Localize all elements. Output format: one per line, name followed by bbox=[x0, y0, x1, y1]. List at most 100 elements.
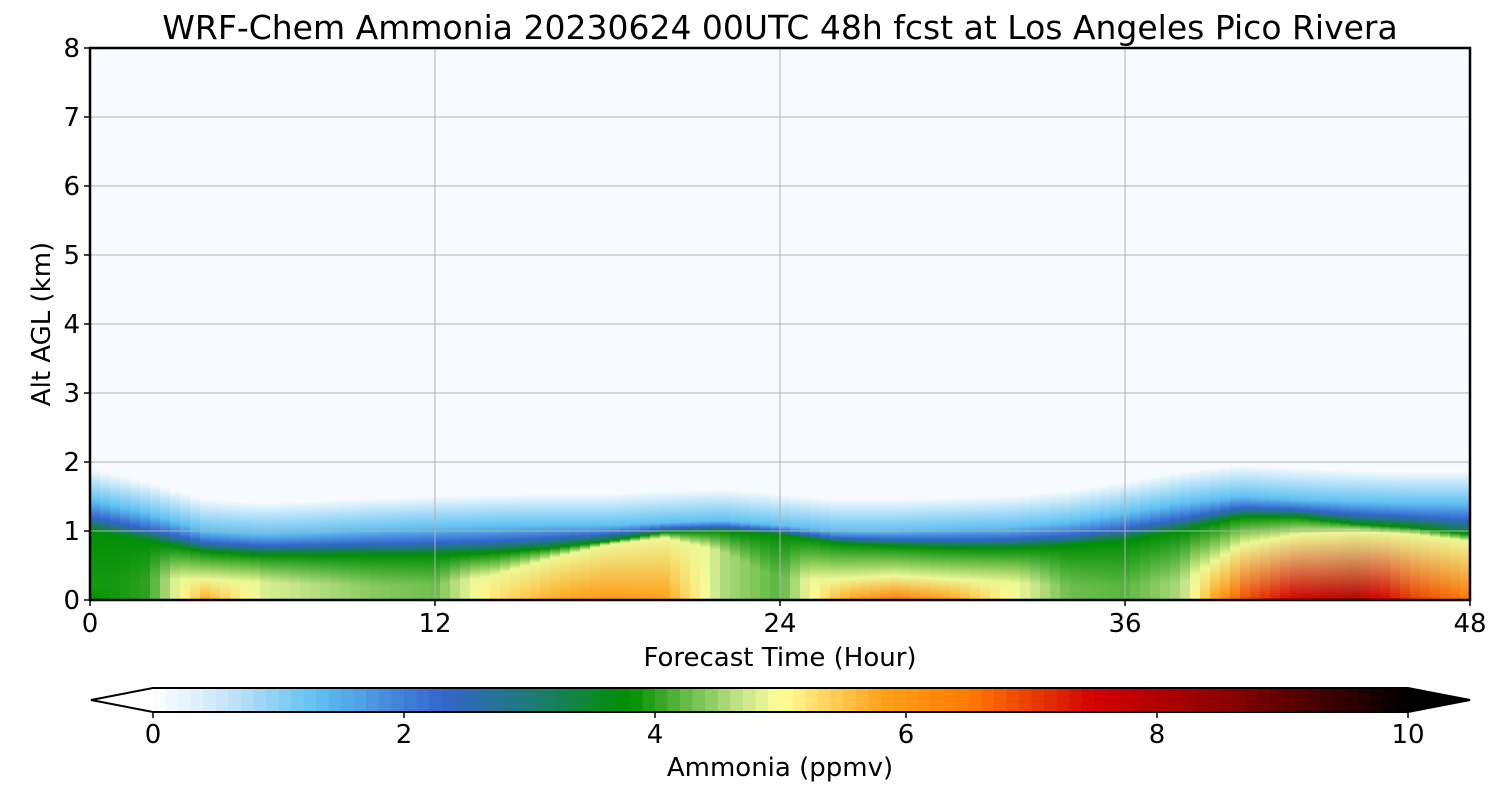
field-column bbox=[1140, 479, 1151, 600]
colorbar-swatch bbox=[629, 688, 643, 712]
field-column bbox=[920, 498, 931, 600]
field-column bbox=[820, 498, 831, 600]
field-column bbox=[990, 496, 1001, 600]
field-column bbox=[850, 499, 861, 600]
field-column bbox=[1270, 467, 1281, 600]
colorbar-swatch bbox=[203, 688, 217, 712]
colorbar-swatch bbox=[755, 688, 769, 712]
field-column bbox=[250, 502, 261, 600]
field-column bbox=[100, 472, 111, 600]
colorbar-swatch bbox=[567, 688, 581, 712]
colorbar-swatch bbox=[918, 688, 932, 712]
colorbar-swatch bbox=[692, 688, 706, 712]
chart-title: WRF-Chem Ammonia 20230624 00UTC 48h fcst… bbox=[162, 8, 1397, 47]
field-column bbox=[1410, 472, 1421, 600]
field-column bbox=[1330, 470, 1341, 600]
colorbar-tick-label: 8 bbox=[1149, 720, 1166, 750]
colorbar-swatch bbox=[680, 688, 694, 712]
field-column bbox=[1080, 488, 1091, 600]
field-column bbox=[270, 502, 281, 600]
colorbar-swatch bbox=[1194, 688, 1208, 712]
colorbar-swatch bbox=[404, 688, 418, 712]
y-tick-label: 2 bbox=[63, 448, 80, 478]
colorbar-swatch bbox=[153, 688, 167, 712]
field-column bbox=[1430, 472, 1441, 600]
field-column bbox=[680, 490, 691, 600]
field-column bbox=[830, 499, 841, 600]
x-tick-label: 48 bbox=[1453, 609, 1486, 639]
field-column bbox=[760, 493, 771, 600]
field-column bbox=[860, 499, 871, 600]
colorbar-swatch bbox=[604, 688, 618, 712]
field-column bbox=[410, 497, 421, 600]
field-column bbox=[360, 499, 371, 600]
field-column bbox=[970, 497, 981, 600]
colorbar-swatch bbox=[1295, 688, 1309, 712]
colorbar-swatch bbox=[1044, 688, 1058, 712]
colorbar-swatch bbox=[1006, 688, 1020, 712]
colorbar-swatch bbox=[316, 688, 330, 712]
colorbar-swatch bbox=[516, 688, 530, 712]
field-column bbox=[260, 503, 271, 600]
colorbar-swatch bbox=[1244, 688, 1258, 712]
field-column bbox=[540, 494, 551, 600]
field-column bbox=[160, 487, 171, 600]
field-column bbox=[1200, 469, 1211, 600]
colorbar-tick-label: 4 bbox=[647, 720, 664, 750]
colorbar-swatch bbox=[378, 688, 392, 712]
field-column bbox=[1230, 466, 1241, 600]
field-column bbox=[740, 491, 751, 600]
field-column bbox=[1260, 466, 1271, 600]
y-tick-label: 0 bbox=[63, 586, 80, 616]
field-column bbox=[1210, 468, 1221, 600]
field-column bbox=[400, 497, 411, 600]
field-column bbox=[500, 494, 511, 600]
field-column bbox=[1450, 472, 1461, 600]
colorbar-swatch bbox=[1157, 688, 1171, 712]
colorbar-swatch bbox=[1395, 688, 1409, 712]
field-column bbox=[780, 494, 791, 600]
colorbar-swatch bbox=[454, 688, 468, 712]
field-column bbox=[600, 494, 611, 600]
field-column bbox=[180, 493, 191, 600]
colorbar-swatch bbox=[1094, 688, 1108, 712]
field-column bbox=[570, 494, 581, 600]
colorbar-swatch bbox=[642, 688, 656, 712]
field-column bbox=[980, 497, 991, 600]
colorbar-swatch bbox=[893, 688, 907, 712]
colorbar-swatch bbox=[956, 688, 970, 712]
colorbar-swatch bbox=[265, 688, 279, 712]
field-column bbox=[1070, 490, 1081, 600]
colorbar-swatch bbox=[667, 688, 681, 712]
colorbar-swatch bbox=[943, 688, 957, 712]
field-column bbox=[1370, 471, 1381, 600]
field-column bbox=[170, 490, 181, 600]
field-column bbox=[910, 499, 921, 600]
field-column bbox=[810, 497, 821, 600]
colorbar-swatch bbox=[215, 688, 229, 712]
field-column bbox=[330, 500, 341, 600]
colorbar-swatch bbox=[190, 688, 204, 712]
colorbar-swatch bbox=[303, 688, 317, 712]
field-column bbox=[480, 495, 491, 600]
y-tick-label: 8 bbox=[63, 34, 80, 64]
field-column bbox=[1060, 491, 1071, 600]
field-column bbox=[1250, 466, 1261, 600]
field-column bbox=[1090, 487, 1101, 600]
field-column bbox=[1390, 471, 1401, 600]
field-column bbox=[1220, 467, 1231, 600]
colorbar-swatch bbox=[542, 688, 556, 712]
colorbar-swatch bbox=[1382, 688, 1396, 712]
colorbar-swatch bbox=[1207, 688, 1221, 712]
field-column bbox=[130, 479, 141, 600]
field-column bbox=[1150, 477, 1161, 600]
x-tick-label: 24 bbox=[763, 609, 796, 639]
colorbar-swatch bbox=[1119, 688, 1133, 712]
colorbar-tick-label: 0 bbox=[145, 720, 162, 750]
field-column bbox=[1300, 469, 1311, 600]
y-axis: 0 1 2 3 4 5 6 7 8 bbox=[63, 34, 90, 616]
field-column bbox=[440, 496, 451, 600]
colorbar-swatch bbox=[1081, 688, 1095, 712]
field-column bbox=[1180, 472, 1191, 600]
field-column bbox=[950, 497, 961, 600]
